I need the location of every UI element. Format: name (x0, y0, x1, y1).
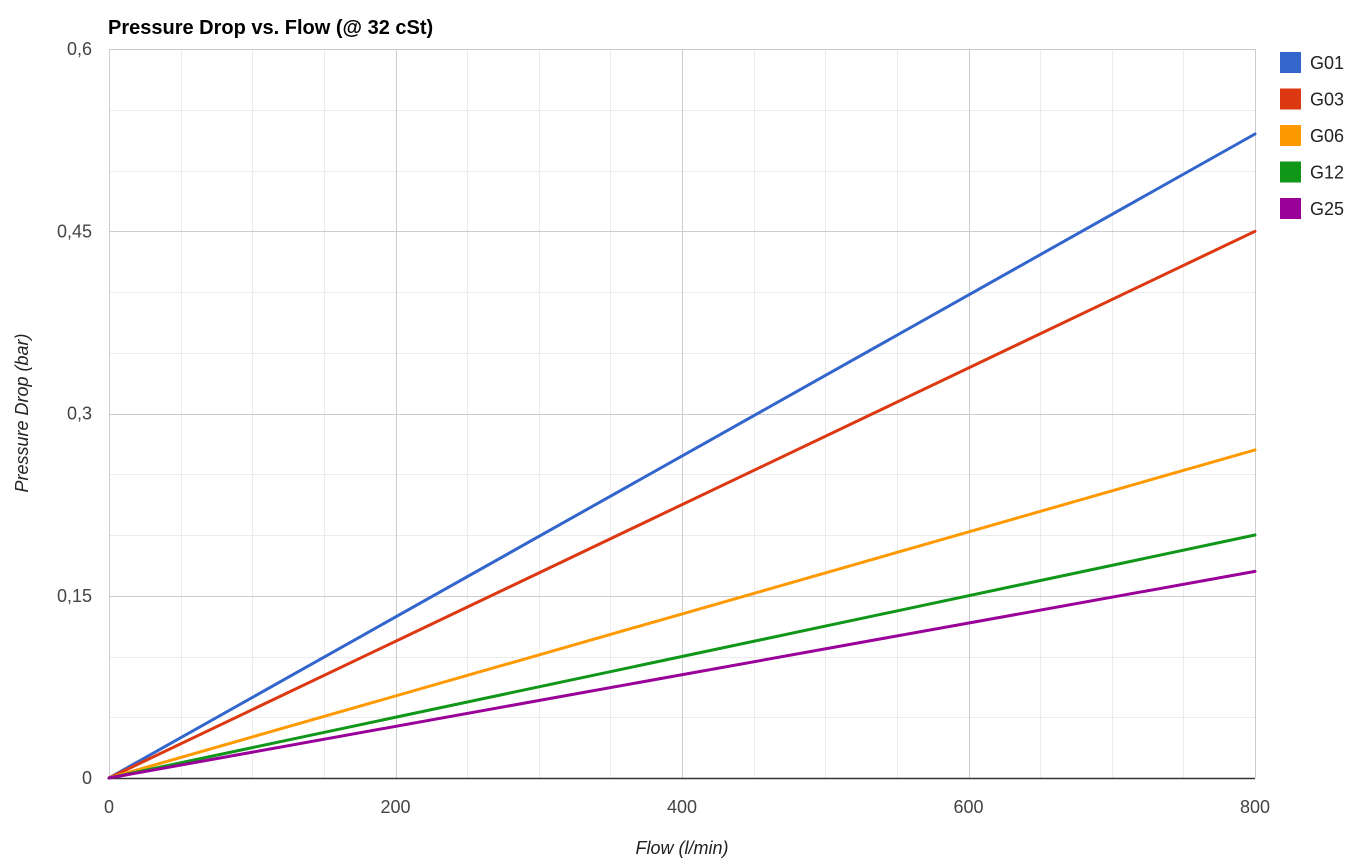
legend-label: G01 (1310, 53, 1344, 73)
y-axis-title: Pressure Drop (bar) (12, 333, 32, 492)
x-tick-label: 200 (380, 797, 410, 817)
y-tick-label: 0 (82, 768, 92, 788)
series-line-g06 (107, 448, 1257, 780)
legend-label: G06 (1310, 126, 1344, 146)
y-tick-label: 0,3 (67, 404, 92, 424)
legend: G01 G03 G06 G12 G25 (1280, 52, 1344, 219)
chart-title: Pressure Drop vs. Flow (@ 32 cSt) (108, 17, 433, 39)
series-line-g01 (107, 132, 1257, 780)
x-tick-label: 800 (1240, 797, 1270, 817)
legend-label: G12 (1310, 163, 1344, 183)
legend-swatch (1280, 88, 1301, 110)
y-tick-label: 0,45 (57, 221, 92, 241)
series-line-g03 (107, 229, 1257, 780)
legend-swatch (1280, 125, 1301, 146)
legend-swatch (1280, 52, 1301, 73)
x-tick-label: 400 (667, 797, 697, 817)
legend-label: G03 (1310, 90, 1344, 110)
grid (109, 49, 1256, 779)
x-tick-label: 600 (953, 797, 983, 817)
legend-swatch (1280, 198, 1301, 219)
legend-label: G25 (1310, 199, 1344, 219)
series-lines (107, 132, 1257, 780)
y-tick-label: 0,15 (57, 586, 92, 606)
series-line-g25 (107, 569, 1257, 780)
y-tick-label: 0,6 (67, 39, 92, 59)
x-axis-title: Flow (l/min) (636, 838, 729, 858)
tick-labels: 0 200 400 600 800 0 0,15 0,3 0,45 0,6 (57, 39, 1270, 817)
legend-swatch (1280, 161, 1301, 183)
x-tick-label: 0 (104, 797, 114, 817)
series-line-g12 (107, 533, 1257, 780)
